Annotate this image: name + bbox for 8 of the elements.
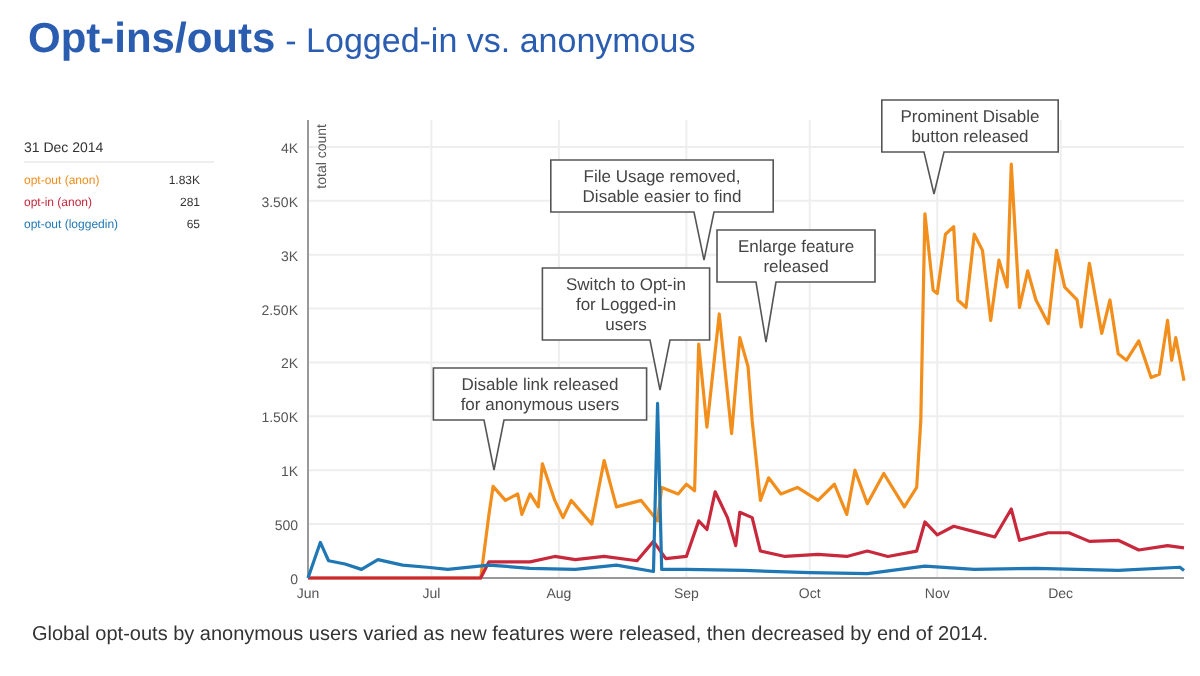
annotation: Enlarge feature released	[737, 236, 855, 276]
chart-title: Opt-ins/outs	[28, 16, 276, 62]
annotation: Switch to Opt-in for Logged-in users	[566, 274, 687, 334]
annotation: Disable link released for anonymous users	[460, 374, 620, 414]
chart-subtitle: - Logged-in vs. anonymous	[285, 22, 696, 60]
text: Global opt-outs by anonymous users varied as new features were released, then decreased by end of 2014.	[32, 624, 989, 646]
annotation: File Usage removed, Disable easier to find	[582, 166, 742, 206]
annotation: Prominent Disable button released	[900, 106, 1040, 146]
